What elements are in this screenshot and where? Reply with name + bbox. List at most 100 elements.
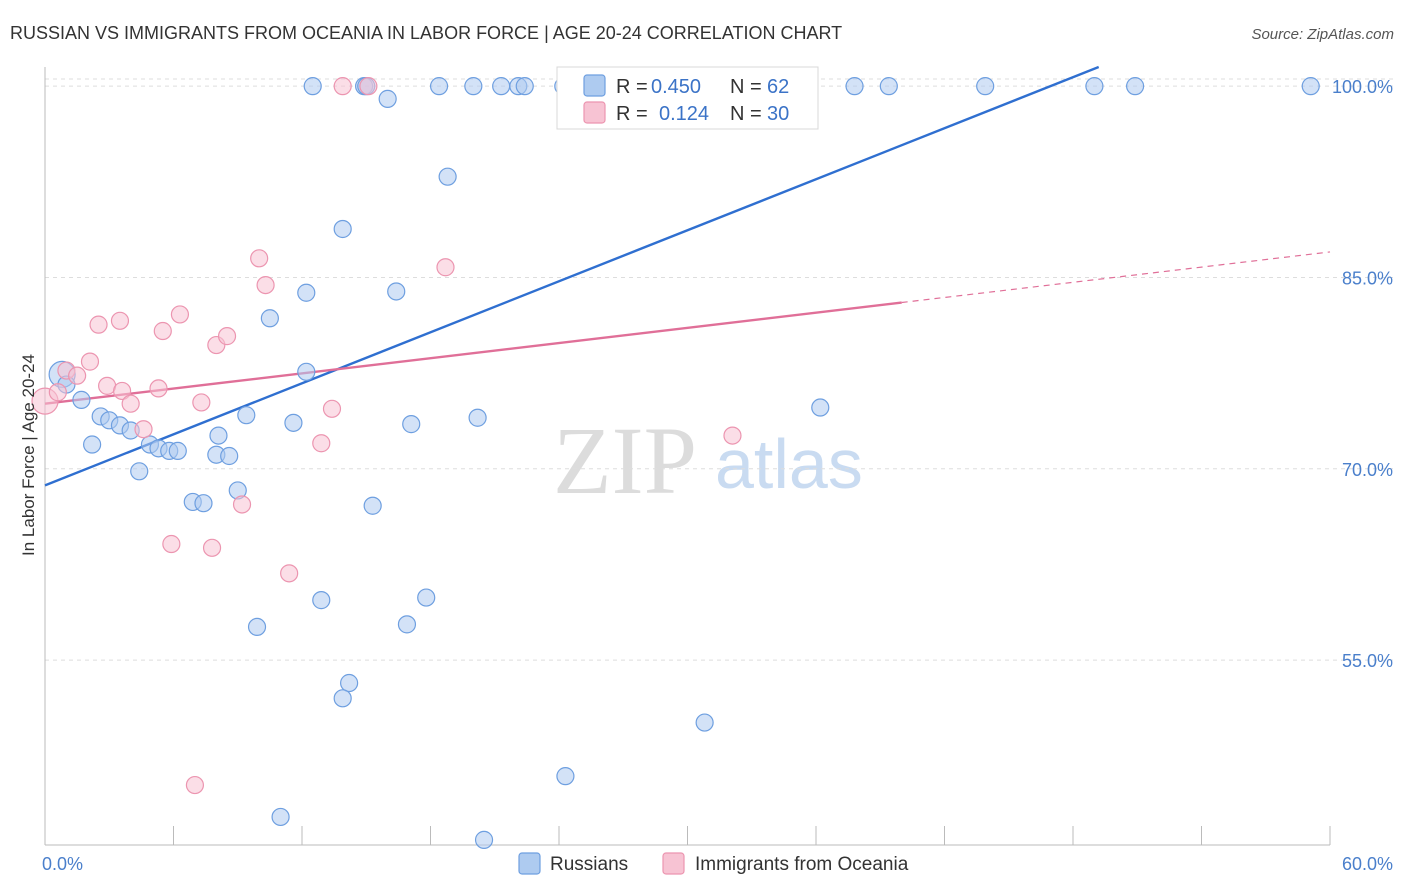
point-oceania-18 — [256, 275, 275, 295]
point-oceania-8 — [112, 381, 132, 401]
point-oceania-28 — [333, 77, 352, 96]
point-oceania-27 — [723, 426, 742, 445]
point-russians-25 — [438, 167, 457, 186]
point-oceania-26 — [185, 775, 205, 795]
trend-line-oceania-extension — [901, 251, 1331, 304]
y-axis-title: In Labor Force | Age 20-24 — [19, 354, 38, 556]
legend-r-value-russians: 0.450 — [651, 76, 701, 98]
point-russians-59 — [1085, 77, 1104, 96]
point-oceania-1 — [48, 383, 67, 402]
point-russians-31 — [417, 588, 436, 607]
point-oceania-13 — [170, 305, 190, 324]
series-legend: Russians Immigrants from Oceania — [518, 852, 909, 875]
point-russians-38 — [271, 807, 290, 827]
point-russians-34 — [397, 615, 417, 634]
point-oceania-21 — [436, 258, 455, 277]
point-russians-2 — [72, 390, 91, 409]
point-russians-23 — [333, 219, 352, 239]
point-russians-7 — [83, 435, 102, 454]
point-russians-61 — [1301, 77, 1320, 96]
y-tick-label-3: 55.0% — [1342, 651, 1393, 671]
series-legend-swatch-russians — [518, 852, 541, 875]
point-russians-60 — [1126, 77, 1145, 96]
point-russians-58 — [976, 77, 995, 96]
point-oceania-4 — [80, 352, 100, 371]
point-russians-24 — [387, 282, 406, 301]
chart-title: RUSSIAN VS IMMIGRANTS FROM OCEANIA IN LA… — [10, 23, 842, 43]
legend-swatch-oceania — [583, 101, 606, 124]
point-russians-45 — [429, 77, 449, 96]
point-russians-21 — [297, 362, 316, 381]
gridlines — [45, 78, 1394, 661]
point-russians-56 — [845, 77, 864, 96]
point-oceania-9 — [121, 394, 140, 413]
point-russians-11 — [168, 441, 187, 460]
trend-lines — [44, 65, 1331, 487]
point-russians-35 — [247, 617, 267, 637]
point-oceania-24 — [232, 495, 252, 514]
point-russians-22 — [297, 283, 316, 302]
point-russians-46 — [464, 77, 483, 96]
point-oceania-10 — [134, 420, 153, 439]
point-russians-33 — [333, 689, 352, 708]
point-oceania-12 — [153, 321, 172, 341]
point-russians-39 — [474, 830, 494, 849]
point-russians-36 — [556, 767, 575, 786]
x-tick-label-0: 0.0% — [42, 854, 83, 874]
point-russians-40 — [811, 398, 830, 417]
point-oceania-6 — [110, 311, 130, 330]
y-tick-label-1: 85.0% — [1342, 268, 1393, 288]
point-russians-15 — [209, 426, 228, 445]
point-russians-19 — [468, 408, 487, 427]
point-oceania-11 — [149, 379, 168, 398]
series-legend-swatch-oceania — [662, 852, 685, 875]
point-oceania-19 — [322, 399, 342, 418]
point-russians-20 — [260, 309, 279, 328]
point-oceania-29 — [359, 77, 378, 96]
legend-n-label-russians: N = — [730, 76, 762, 98]
x-tick-label-1: 60.0% — [1342, 854, 1393, 874]
series-legend-label-russians: Russians — [550, 854, 628, 875]
point-oceania-17 — [250, 249, 269, 268]
point-russians-12 — [130, 462, 149, 481]
series-legend-label-oceania: Immigrants from Oceania — [695, 854, 909, 875]
legend-r-label-oceania: R = — [616, 103, 648, 125]
legend-swatch-russians — [583, 74, 606, 97]
stats-legend: R = 0.450 N = 62 R = 0.124 N = 30 — [556, 66, 819, 130]
legend-n-value-russians: 62 — [767, 76, 789, 98]
point-oceania-25 — [280, 564, 299, 583]
point-russians-41 — [303, 77, 322, 96]
legend-n-label-oceania: N = — [730, 103, 762, 125]
point-russians-49 — [515, 77, 534, 96]
point-russians-18 — [402, 415, 421, 434]
point-russians-32 — [340, 673, 359, 693]
point-russians-37 — [695, 713, 714, 732]
point-russians-30 — [312, 591, 331, 610]
trend-line-russians — [44, 65, 1100, 487]
point-oceania-22 — [162, 534, 181, 554]
y-tick-label-2: 70.0% — [1342, 460, 1393, 480]
legend-n-value-oceania: 30 — [767, 103, 789, 125]
point-russians-44 — [378, 89, 397, 108]
point-oceania-16 — [217, 327, 237, 346]
legend-r-label-russians: R = — [616, 76, 648, 98]
point-oceania-20 — [312, 434, 331, 453]
point-oceania-3 — [68, 366, 87, 385]
trend-line-oceania — [44, 301, 902, 405]
point-russians-57 — [879, 77, 898, 96]
point-oceania-23 — [202, 538, 222, 557]
point-russians-16 — [237, 406, 256, 425]
legend-r-value-oceania: 0.124 — [659, 103, 709, 125]
point-oceania-5 — [89, 315, 108, 334]
chart-source: Source: ZipAtlas.com — [1251, 26, 1394, 43]
point-russians-28 — [194, 494, 213, 513]
x-tick-labels: 0.0% 60.0% — [42, 854, 1393, 874]
point-russians-29 — [363, 496, 382, 515]
watermark-zip: ZIP — [553, 407, 697, 514]
axes — [44, 67, 1331, 846]
point-russians-17 — [284, 413, 303, 432]
y-tick-labels: 100.0% 85.0% 70.0% 55.0% — [1332, 77, 1393, 671]
watermark: ZIP atlas — [553, 407, 863, 514]
y-tick-label-0: 100.0% — [1332, 77, 1393, 97]
